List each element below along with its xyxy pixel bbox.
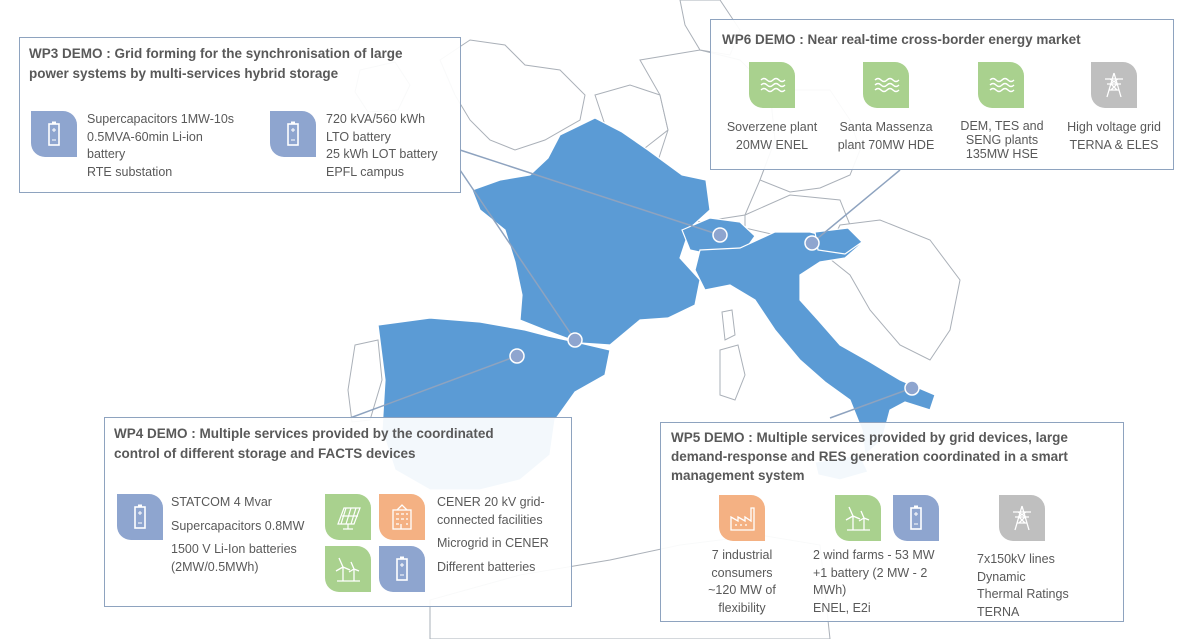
solar-panel-icon (325, 494, 371, 540)
wp4-right-text: CENER 20 kV grid- connected facilities M… (437, 495, 549, 574)
site-marker-wp4[interactable] (509, 348, 525, 364)
wp4-left-text: STATCOM 4 Mvar Supercapacitors 0.8MW 150… (171, 495, 305, 574)
wp6-item4-text: High voltage grid TERNA & ELES (1067, 120, 1161, 152)
battery-icon (270, 111, 316, 157)
site-marker-wp5[interactable] (904, 380, 920, 396)
wp5-item1-text: 7 industrial consumers ~120 MW of flexib… (708, 548, 776, 615)
battery-icon (117, 494, 163, 540)
sardinia-outline (719, 344, 746, 401)
wp3-item1-text: Supercapacitors 1MW-10s 0.5MVA-60min Li-… (87, 112, 235, 179)
wp6-item3-text: DEM, TES and SENG plants 135MW HSE (960, 119, 1044, 161)
wind-turbine-icon (325, 546, 371, 592)
wp3-title-line1: WP3 DEMO : Grid forming for the synchron… (29, 46, 403, 61)
battery-icon (893, 495, 939, 541)
portugal-outline (347, 339, 383, 423)
wp5-panel: WP5 DEMO : Multiple services provided by… (660, 422, 1124, 622)
wp4-panel: WP4 DEMO : Multiple services provided by… (104, 417, 572, 607)
site-marker-rte[interactable] (567, 332, 583, 348)
wp5-title-line1: WP5 DEMO : Multiple services provided by… (671, 430, 1068, 445)
wp4-title-line1: WP4 DEMO : Multiple services provided by… (114, 426, 494, 441)
wp6-item1-text: Soverzene plant 20MW ENEL (726, 120, 818, 152)
wp6-title: WP6 DEMO : Near real-time cross-border e… (722, 32, 1081, 47)
wp3-title-line2: power systems by multi-services hybrid s… (29, 66, 339, 81)
wp5-title-line2: demand-response and RES generation coord… (671, 449, 1068, 464)
battery-icon (379, 546, 425, 592)
wp5-item3-text: 7x150kV lines Dynamic Thermal Ratings TE… (977, 552, 1069, 619)
site-marker-wp6[interactable] (804, 235, 820, 251)
france-region (471, 117, 711, 346)
wp3-item2-text: 720 kVA/560 kWh LTO battery 25 kWh LOT b… (326, 112, 438, 179)
connector-wp5 (829, 387, 913, 419)
connector-wp3-a (459, 149, 721, 236)
corsica-outline (721, 309, 736, 341)
hydro-icon (863, 62, 909, 108)
wp3-panel: WP3 DEMO : Grid forming for the synchron… (19, 37, 461, 193)
wp6-panel: WP6 DEMO : Near real-time cross-border e… (710, 19, 1174, 170)
pylon-icon (999, 495, 1045, 541)
connector-wp3-b (459, 169, 576, 341)
wp6-item2-text: Santa Massenza plant 70MW HDE (837, 120, 935, 152)
balkans-outline (824, 219, 961, 361)
hydro-icon (978, 62, 1024, 108)
uk-outline (439, 39, 586, 151)
battery-icon (31, 111, 77, 157)
building-icon (379, 494, 425, 540)
connector-wp6 (811, 169, 901, 244)
wp4-title-line2: control of different storage and FACTS d… (114, 446, 416, 461)
connector-wp4 (349, 355, 518, 419)
hydro-icon (749, 62, 795, 108)
wp5-title-line3: management system (671, 468, 805, 483)
pylon-icon (1091, 62, 1137, 108)
factory-icon (719, 495, 765, 541)
site-marker-epfl[interactable] (712, 227, 728, 243)
wp5-item2-text: 2 wind farms - 53 MW +1 battery (2 MW - … (813, 548, 935, 615)
wind-turbine-icon (835, 495, 881, 541)
